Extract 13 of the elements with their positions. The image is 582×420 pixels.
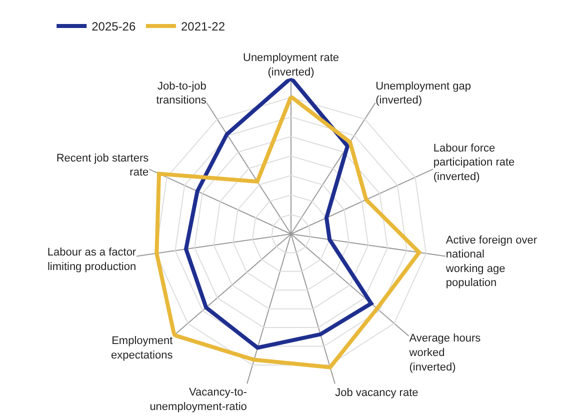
spoke-label: Job vacancy rate <box>335 386 418 399</box>
spoke-label: Job-to-job transitions <box>156 80 207 107</box>
spoke-label: Average hours worked (inverted) <box>408 332 482 374</box>
spoke-label: Labour as a factor limiting production <box>47 246 136 273</box>
spoke-label: Employment expectations <box>110 335 174 362</box>
spoke-label: Vacancy-to- unemployment-ratio <box>150 386 248 413</box>
spoke-label: Labour force participation rate (inverted) <box>433 142 515 183</box>
spoke-label: Unemployment gap (inverted) <box>376 80 471 107</box>
legend-label: 2025-26 <box>92 20 136 34</box>
spoke-label: Active foreign over national working age population <box>444 234 538 290</box>
legend-label: 2021-22 <box>180 20 226 34</box>
spoke-label: Unemployment rate (inverted) <box>243 52 339 78</box>
spoke-label: Recent job starters rate <box>56 152 150 179</box>
